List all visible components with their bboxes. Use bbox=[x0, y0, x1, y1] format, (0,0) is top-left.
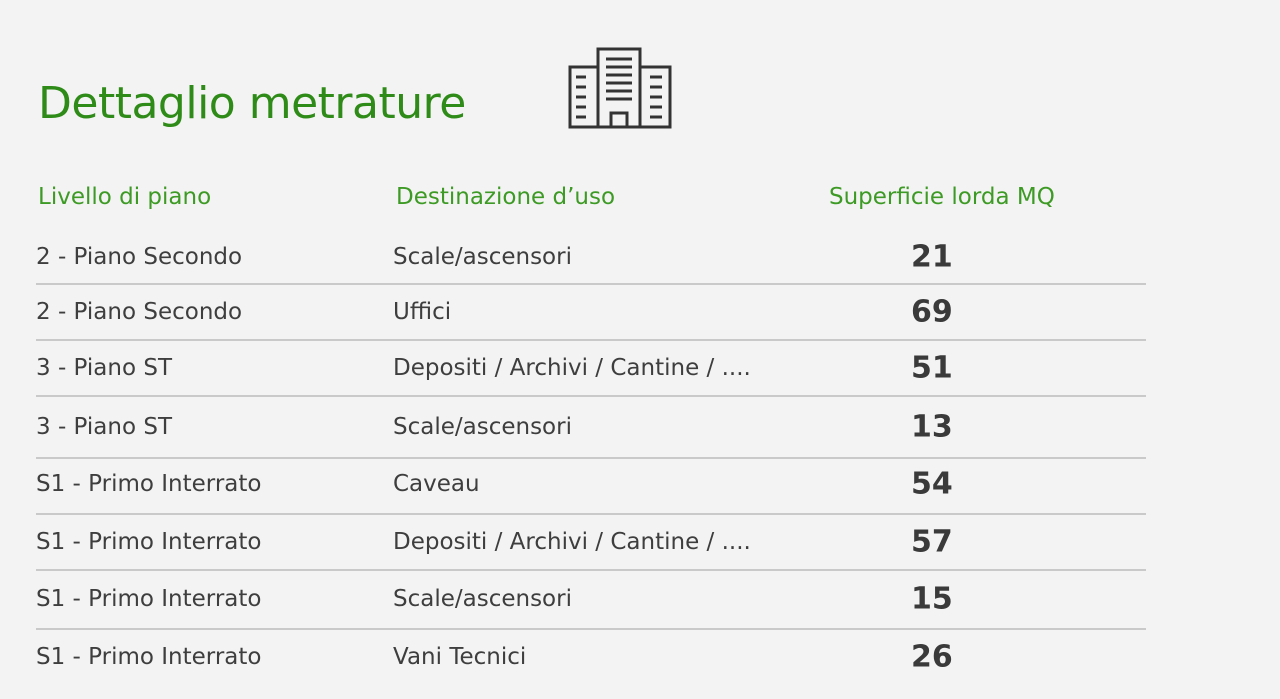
page-title: Dettaglio metrature bbox=[38, 78, 466, 129]
level-cell: S1 - Primo Interrato bbox=[36, 644, 262, 670]
table-row: S1 - Primo Interrato Scale/ascensori 15 bbox=[36, 570, 1146, 628]
table-row: S1 - Primo Interrato Vani Tecnici 26 bbox=[36, 628, 1146, 686]
use-cell: Scale/ascensori bbox=[393, 413, 572, 440]
area-cell: 21 bbox=[911, 239, 953, 274]
use-cell: Depositi / Archivi / Cantine / .... bbox=[393, 354, 751, 381]
area-cell: 15 bbox=[911, 581, 953, 617]
area-cell: 54 bbox=[911, 466, 953, 502]
area-cell: 57 bbox=[911, 524, 953, 559]
table-row: 2 - Piano Secondo Uffici 69 bbox=[36, 284, 1146, 339]
use-cell: Depositi / Archivi / Cantine / .... bbox=[393, 528, 751, 555]
level-cell: 2 - Piano Secondo bbox=[36, 243, 243, 270]
level-cell: 3 - Piano ST bbox=[36, 413, 173, 440]
level-cell: S1 - Primo Interrato bbox=[36, 471, 262, 497]
use-cell: Vani Tecnici bbox=[393, 644, 527, 670]
table-row: S1 - Primo Interrato Depositi / Archivi … bbox=[36, 514, 1146, 569]
column-header-use: Destinazione d’uso bbox=[396, 184, 616, 210]
row-divider bbox=[36, 395, 1146, 397]
office-building-icon bbox=[568, 47, 672, 129]
row-divider bbox=[36, 628, 1146, 630]
level-cell: S1 - Primo Interrato bbox=[36, 586, 262, 612]
row-divider bbox=[36, 339, 1146, 341]
use-cell: Uffici bbox=[393, 298, 452, 325]
row-divider bbox=[36, 569, 1146, 571]
level-cell: S1 - Primo Interrato bbox=[36, 528, 262, 555]
table-row: 3 - Piano ST Scale/ascensori 13 bbox=[36, 396, 1146, 457]
column-header-level: Livello di piano bbox=[38, 184, 212, 210]
use-cell: Scale/ascensori bbox=[393, 243, 572, 270]
area-cell: 69 bbox=[911, 294, 953, 329]
row-divider bbox=[36, 457, 1146, 459]
table-row: 3 - Piano ST Depositi / Archivi / Cantin… bbox=[36, 340, 1146, 395]
use-cell: Scale/ascensori bbox=[393, 586, 572, 612]
row-divider bbox=[36, 283, 1146, 285]
area-cell: 26 bbox=[911, 639, 953, 675]
column-header-area: Superficie lorda MQ bbox=[829, 184, 1055, 210]
area-cell: 51 bbox=[911, 350, 953, 385]
level-cell: 2 - Piano Secondo bbox=[36, 298, 243, 325]
use-cell: Caveau bbox=[393, 471, 480, 497]
table-row: 2 - Piano Secondo Scale/ascensori 21 bbox=[36, 230, 1146, 283]
level-cell: 3 - Piano ST bbox=[36, 354, 173, 381]
area-cell: 13 bbox=[911, 409, 953, 444]
table-row: S1 - Primo Interrato Caveau 54 bbox=[36, 455, 1146, 513]
row-divider bbox=[36, 513, 1146, 515]
